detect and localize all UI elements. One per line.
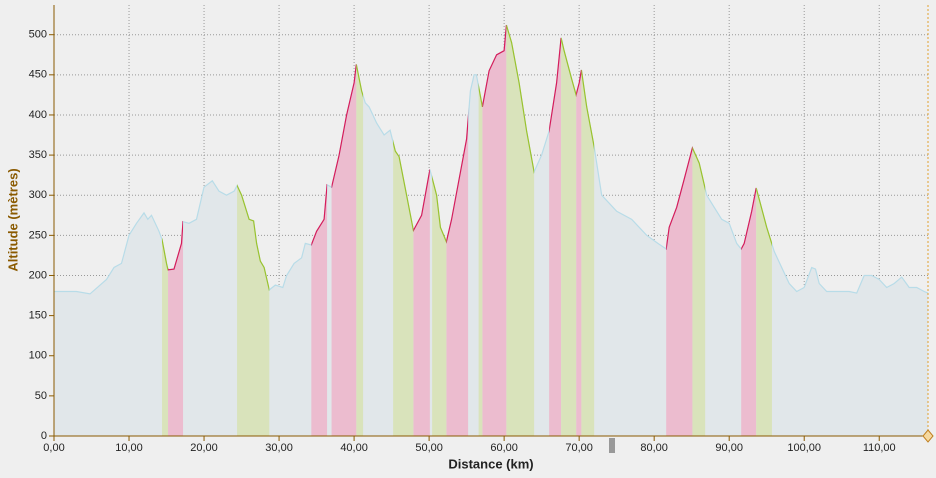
descent-line (756, 187, 772, 247)
descent-band (581, 25, 595, 436)
climb-band (549, 25, 562, 436)
descent-band (692, 25, 706, 436)
climb-band (331, 25, 357, 436)
y-axis-title: Altitude (mètres) (5, 168, 20, 271)
climb-band (666, 25, 693, 436)
x-tick-label: 110,00 (863, 442, 896, 454)
x-tick-label: 40,00 (340, 442, 368, 454)
climb-band (311, 25, 328, 436)
climb-band (482, 25, 507, 436)
climb-band (446, 25, 469, 436)
y-tick-label: 50 (35, 390, 47, 402)
y-tick-label: 0 (41, 430, 47, 442)
y-tick-label: 500 (29, 29, 47, 41)
climb-band (413, 25, 430, 436)
y-tick-label: 300 (29, 189, 47, 201)
x-tick-label: 20,00 (190, 442, 218, 454)
y-tick-label: 400 (29, 109, 47, 121)
climb-band (168, 25, 184, 436)
x-tick-label: 100,00 (787, 442, 821, 454)
scroll-marker (609, 438, 615, 453)
y-tick-label: 200 (29, 269, 47, 281)
y-tick-label: 150 (29, 310, 47, 322)
descent-band (162, 25, 169, 436)
x-tick-label: 90,00 (715, 442, 743, 454)
x-tick-label: 60,00 (490, 442, 518, 454)
x-tick-label: 0,00 (43, 442, 64, 454)
y-tick-label: 350 (29, 149, 47, 161)
descent-band (756, 25, 772, 436)
descent-band (393, 25, 414, 436)
y-tick-label: 250 (29, 229, 47, 241)
y-tick-label: 450 (29, 69, 47, 81)
x-tick-label: 80,00 (640, 442, 668, 454)
x-tick-label: 70,00 (565, 442, 593, 454)
x-tick-label: 30,00 (265, 442, 293, 454)
x-tick-label: 10,00 (115, 442, 143, 454)
descent-band (506, 25, 535, 436)
y-tick-label: 100 (29, 350, 47, 362)
x-tick-label: 50,00 (415, 442, 443, 454)
descent-band (561, 25, 577, 436)
climb-band (741, 25, 757, 436)
climb-band (576, 25, 582, 436)
end-marker (922, 429, 934, 443)
descent-band (478, 25, 483, 436)
descent-band (356, 25, 364, 436)
x-axis-title: Distance (km) (448, 456, 533, 471)
